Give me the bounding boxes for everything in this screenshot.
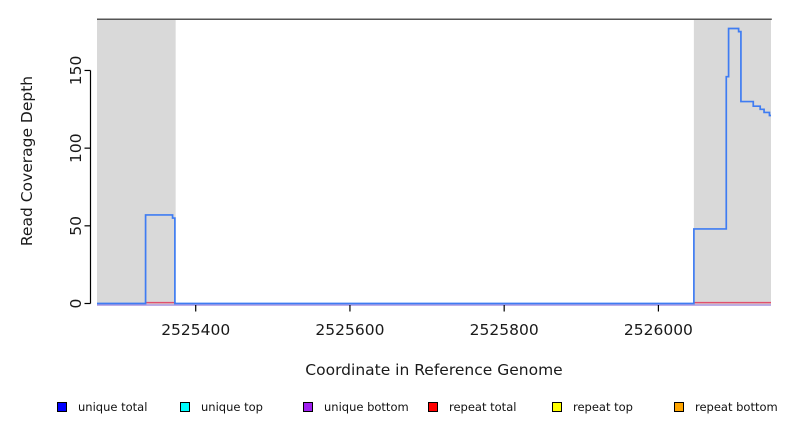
x-axis-title: Coordinate in Reference Genome (305, 361, 563, 379)
legend-item: repeat top (552, 398, 633, 416)
unique-total-line (97, 27, 771, 305)
y-tick-label: 150 (67, 56, 85, 86)
x-tick-label: 2525800 (470, 321, 539, 339)
legend-label: repeat total (449, 400, 517, 414)
legend-item: unique top (180, 398, 263, 416)
legend-item: unique bottom (303, 398, 409, 416)
x-tick-label: 2526000 (624, 321, 693, 339)
legend-swatch-icon (674, 402, 684, 412)
y-tick-label: 0 (67, 299, 85, 309)
legend-item: repeat total (428, 398, 516, 416)
y-tick-label: 100 (67, 133, 85, 163)
y-tick-label: 50 (67, 216, 85, 236)
legend-swatch-icon (57, 402, 67, 412)
legend-item: unique total (57, 398, 147, 416)
legend-label: repeat top (573, 400, 633, 414)
legend-swatch-icon (428, 402, 438, 412)
legend-item: repeat bottom (674, 398, 778, 416)
repeat-region-left (97, 19, 176, 305)
legend: unique total unique top unique bottom repea… (0, 398, 792, 420)
y-axis-title: Read Coverage Depth (18, 75, 36, 247)
x-tick-label: 2525400 (161, 321, 230, 339)
repeat-region-right (693, 19, 771, 305)
legend-swatch-icon (303, 402, 313, 412)
legend-label: unique bottom (324, 400, 409, 414)
legend-swatch-icon (180, 402, 190, 412)
x-tick-label: 2525600 (315, 321, 384, 339)
legend-swatch-icon (552, 402, 562, 412)
legend-label: repeat bottom (695, 400, 778, 414)
legend-label: unique top (201, 400, 263, 414)
legend-label: unique total (78, 400, 148, 414)
